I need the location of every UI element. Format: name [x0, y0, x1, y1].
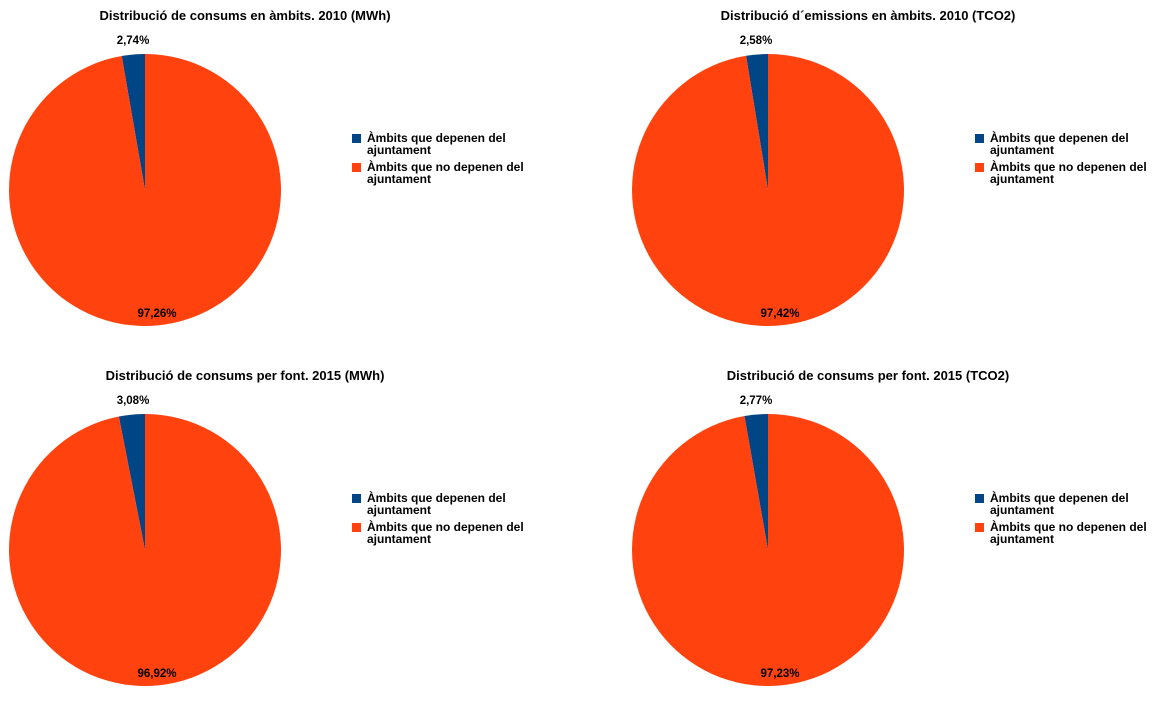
slice-value-label-depenen: 2,74%: [117, 35, 150, 47]
chart-legend: Àmbits que depenen del ajuntament Àmbits…: [975, 132, 1170, 190]
slice-value-label-depenen: 3,08%: [117, 395, 150, 407]
pie-chart-svg: 2,74% 97,26%: [9, 35, 282, 326]
pie-chart-svg: 2,77% 97,23%: [632, 395, 905, 686]
legend-label-line2: ajuntament: [990, 172, 1055, 186]
slice-value-label-depenen: 2,58%: [740, 35, 773, 47]
chart-legend: Àmbits que depenen del ajuntament Àmbits…: [352, 132, 562, 190]
legend-label-line1: Àmbits que no depenen del: [367, 160, 524, 174]
legend-swatch-depenen: [975, 494, 984, 503]
legend-item-no-depenen: Àmbits que no depenen del ajuntament: [352, 161, 562, 185]
legend-item-depenen: Àmbits que depenen del ajuntament: [975, 132, 1170, 156]
legend-label-line2: ajuntament: [367, 503, 432, 517]
legend-label-line1: Àmbits que no depenen del: [990, 520, 1147, 534]
slice-value-label-no-depenen: 97,23%: [760, 668, 799, 680]
legend-item-depenen: Àmbits que depenen del ajuntament: [975, 492, 1170, 516]
legend-label-line1: Àmbits que no depenen del: [990, 160, 1147, 174]
legend-label-line2: ajuntament: [990, 143, 1055, 157]
legend-item-depenen: Àmbits que depenen del ajuntament: [352, 492, 562, 516]
pie-chart-svg: 2,58% 97,42%: [632, 35, 905, 326]
legend-item-no-depenen: Àmbits que no depenen del ajuntament: [352, 521, 562, 545]
pie-chart-emissions-2010: Distribució d´emissions en àmbits. 2010 …: [623, 0, 1170, 341]
pie-slice-depenen: [118, 414, 145, 550]
chart-title: Distribució de consums per font. 2015 (T…: [726, 368, 1010, 383]
legend-swatch-no-depenen: [975, 523, 984, 532]
legend-label-line2: ajuntament: [990, 503, 1055, 517]
slice-value-label-no-depenen: 97,42%: [760, 308, 799, 320]
pie-chart-consums-font-2015-mwh: Distribució de consums per font. 2015 (M…: [0, 360, 585, 701]
slice-value-label-no-depenen: 96,92%: [137, 668, 176, 680]
pie-slice-depenen: [744, 414, 768, 550]
legend-label-line2: ajuntament: [367, 143, 432, 157]
legend-label-line2: ajuntament: [367, 172, 432, 186]
pie-slice-depenen: [121, 54, 145, 190]
chart-legend: Àmbits que depenen del ajuntament Àmbits…: [975, 492, 1170, 550]
slice-value-label-depenen: 2,77%: [740, 395, 773, 407]
legend-label-line2: ajuntament: [990, 532, 1055, 546]
pie-slice-no-depenen: [632, 414, 905, 686]
legend-label-line1: Àmbits que depenen del: [367, 131, 506, 145]
legend-label-line1: Àmbits que depenen del: [367, 491, 506, 505]
chart-title: Distribució d´emissions en àmbits. 2010 …: [720, 8, 1016, 23]
legend-swatch-no-depenen: [975, 163, 984, 172]
chart-legend: Àmbits que depenen del ajuntament Àmbits…: [352, 492, 562, 550]
legend-label-line1: Àmbits que depenen del: [990, 131, 1129, 145]
pie-chart-consums-font-2015-tco2: Distribució de consums per font. 2015 (T…: [623, 360, 1170, 701]
legend-item-no-depenen: Àmbits que no depenen del ajuntament: [975, 161, 1170, 185]
slice-value-label-no-depenen: 97,26%: [137, 308, 176, 320]
legend-label-line1: Àmbits que depenen del: [990, 491, 1129, 505]
legend-label-line1: Àmbits que no depenen del: [367, 520, 524, 534]
legend-swatch-depenen: [352, 134, 361, 143]
legend-label-line2: ajuntament: [367, 532, 432, 546]
pie-chart-consums-2010: Distribució de consums en àmbits. 2010 (…: [0, 0, 585, 341]
legend-swatch-no-depenen: [352, 163, 361, 172]
chart-title: Distribució de consums en àmbits. 2010 (…: [99, 8, 391, 23]
legend-swatch-depenen: [975, 134, 984, 143]
chart-title: Distribució de consums per font. 2015 (M…: [105, 368, 385, 383]
legend-swatch-no-depenen: [352, 523, 361, 532]
legend-item-no-depenen: Àmbits que no depenen del ajuntament: [975, 521, 1170, 545]
pie-slice-depenen: [746, 54, 768, 190]
pie-slice-no-depenen: [9, 54, 282, 326]
legend-item-depenen: Àmbits que depenen del ajuntament: [352, 132, 562, 156]
pie-slice-no-depenen: [632, 54, 905, 326]
pie-chart-svg: 3,08% 96,92%: [8, 395, 281, 686]
legend-swatch-depenen: [352, 494, 361, 503]
pie-slice-no-depenen: [8, 414, 281, 686]
